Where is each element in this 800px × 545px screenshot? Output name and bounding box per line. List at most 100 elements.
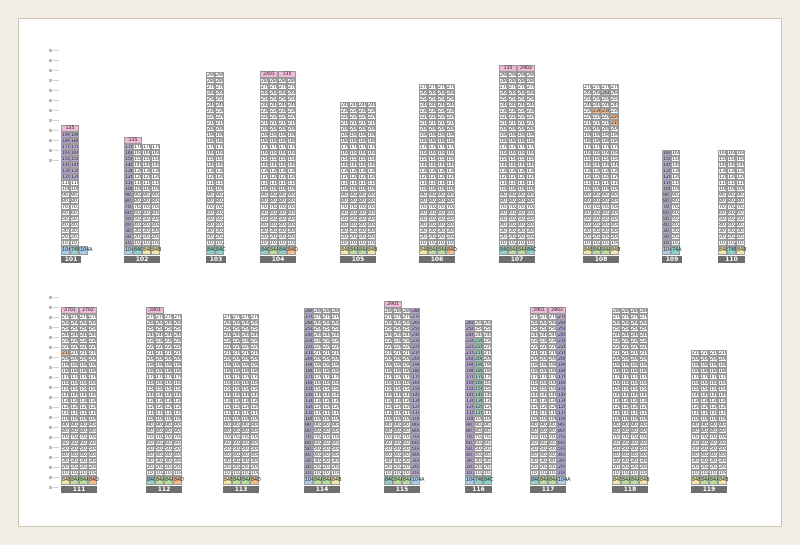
- unit-cell: 603: [517, 210, 526, 216]
- unit-cell: 1701: [419, 144, 428, 150]
- unit-cell: 1101: [384, 410, 393, 416]
- unit-cell: 1304: [173, 398, 182, 404]
- floor-row: 401 402 403: [465, 452, 492, 458]
- unit-type: 84A: [358, 246, 369, 255]
- floor-row: 101 102 103 104: [146, 470, 182, 476]
- unit-cell: 704: [446, 204, 455, 210]
- unit-cell: 2804: [639, 308, 648, 314]
- floor-row: 1601160216031604: [583, 150, 619, 156]
- unit-cell: 704: [88, 434, 97, 440]
- unit-cell: 404: [446, 222, 455, 228]
- unit-cell: 2604: [173, 320, 182, 326]
- floor-row: 1201120212031204: [612, 404, 648, 410]
- unit-cell: 201: [691, 464, 700, 470]
- unit-cell: 602: [700, 440, 709, 446]
- unit-cell: 2001: [223, 356, 232, 362]
- unit-type: 84B: [61, 476, 72, 485]
- floor-row: 301 302 303 304: [583, 228, 619, 234]
- unit-cell: 1704: [151, 144, 160, 150]
- unit-cell: 703: [70, 204, 79, 210]
- floor-row: 240124022403: [465, 332, 492, 338]
- floor-row: 170117021703: [465, 374, 492, 380]
- unit-cell: 2102: [215, 120, 224, 126]
- building-label: 116: [465, 486, 492, 493]
- unit-cell: 1901: [530, 362, 539, 368]
- unit-cell: 1301: [206, 168, 215, 174]
- unit-type: 104A: [61, 246, 75, 255]
- unit-cell: 1504: [446, 156, 455, 162]
- unit-cell: 1401: [223, 392, 232, 398]
- floor-row: 1801180218031804: [612, 368, 648, 374]
- unit-cell: 2804: [331, 308, 340, 314]
- unit-cell: 1101: [206, 180, 215, 186]
- floor-row: 301 302 303 304: [612, 458, 648, 464]
- unit-cell: 902: [474, 422, 483, 428]
- floor-row: 201 202: [662, 234, 680, 240]
- unit-cell: 1604: [639, 380, 648, 386]
- unit-cell: 1601: [530, 380, 539, 386]
- unit-cell: 504: [639, 446, 648, 452]
- unit-cell: 701: [583, 204, 592, 210]
- unit-cell: 2901: [499, 72, 508, 78]
- unit-cell: 503: [437, 216, 446, 222]
- floor-row: 16011603: [61, 150, 79, 156]
- floor-row: 1401140214031404: [223, 392, 259, 398]
- unit-cell: 1901: [612, 362, 621, 368]
- unit-cell: 1001: [662, 186, 671, 192]
- unit-type-row: 84B 84A 84A 84B: [691, 476, 728, 485]
- unit-cell: 202: [428, 234, 437, 240]
- unit-cell: 904: [151, 192, 160, 198]
- unit-cell: 1501: [499, 156, 508, 162]
- unit-cell: 2202: [215, 114, 224, 120]
- unit-type: 104A: [662, 246, 676, 255]
- unit-cell: 1301: [530, 398, 539, 404]
- unit-cell: 301: [146, 458, 155, 464]
- unit-type: 84B: [151, 246, 162, 255]
- unit-cell: 1601: [304, 380, 313, 386]
- floor-row: 2701270227032704: [612, 314, 648, 320]
- unit-cell: 801: [691, 428, 700, 434]
- unit-cell: 401: [499, 222, 508, 228]
- legend-mark: [49, 426, 59, 429]
- unit-cell: 702: [671, 204, 680, 210]
- unit-cell: 1003: [142, 186, 151, 192]
- floor-row: 1601160216031604: [223, 380, 259, 386]
- unit-type: 84B: [639, 476, 650, 485]
- floor-row: 401 402 403 404: [124, 222, 160, 228]
- unit-cell: 1002: [621, 416, 630, 422]
- unit-cell: 302: [700, 458, 709, 464]
- unit-cell: 2002: [70, 356, 79, 362]
- unit-cell: 903: [402, 422, 411, 428]
- floor-row: 21012102: [206, 120, 224, 126]
- unit-cell: 103: [601, 240, 610, 246]
- floor-row: 1601160216031604: [146, 380, 182, 386]
- unit-cell: 704: [331, 434, 340, 440]
- unit-cell: 701: [61, 434, 70, 440]
- unit-cell: 203: [483, 464, 492, 470]
- unit-cell: 901: [304, 422, 313, 428]
- unit-cell: 101: [61, 470, 70, 476]
- unit-cell: 603: [164, 440, 173, 446]
- unit-cell: 603: [736, 210, 745, 216]
